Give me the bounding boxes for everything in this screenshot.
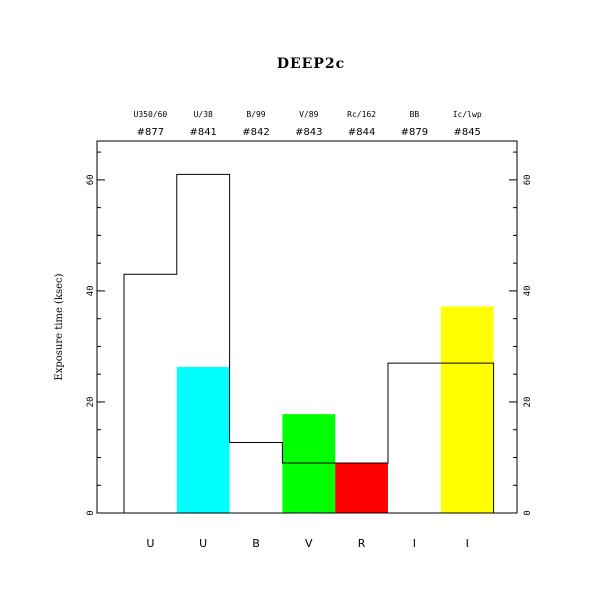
filled-bar-1 bbox=[176, 366, 230, 513]
filled-bars bbox=[176, 306, 494, 513]
filled-bar-3 bbox=[282, 414, 336, 513]
x-category-label: I bbox=[413, 537, 416, 550]
filter-number: #845 bbox=[453, 127, 480, 138]
plot-frame bbox=[96, 140, 518, 514]
filter-label: U350/60 bbox=[134, 110, 168, 119]
filter-label: BB bbox=[410, 110, 420, 119]
outline-series-line bbox=[123, 173, 495, 513]
y-axis-label: Exposure time (ksec) bbox=[54, 273, 65, 380]
filter-label: U/38 bbox=[194, 110, 213, 119]
filter-number: #877 bbox=[137, 127, 164, 138]
y-tick-label-right: 0 bbox=[523, 510, 533, 515]
x-category-label: U bbox=[199, 537, 207, 550]
x-category-label: I bbox=[466, 537, 469, 550]
x-category-label: U bbox=[146, 537, 154, 550]
y-tick-label-right: 60 bbox=[523, 174, 533, 185]
y-tick-label-right: 40 bbox=[523, 285, 533, 296]
filter-label: Ic/lwp bbox=[453, 110, 482, 119]
filter-number: #844 bbox=[348, 127, 375, 138]
filter-label: B/99 bbox=[246, 110, 265, 119]
filter-number: #842 bbox=[242, 127, 269, 138]
y-tick-label-right: 20 bbox=[523, 397, 533, 408]
filter-label: Rc/162 bbox=[347, 110, 376, 119]
x-category-label: V bbox=[305, 537, 313, 550]
filter-number: #843 bbox=[295, 127, 322, 138]
filter-number: #879 bbox=[401, 127, 428, 138]
outline-bars bbox=[123, 173, 495, 513]
filter-labels: U350/60 #877 U/38 #841 B/99 #842 V/89 #843 Rc/16… bbox=[134, 110, 482, 138]
y-tick-label-left: 60 bbox=[86, 174, 96, 185]
filled-bar-6 bbox=[440, 306, 494, 513]
filled-bar-4 bbox=[335, 463, 388, 513]
x-category-label: R bbox=[358, 537, 366, 550]
filter-label: V/89 bbox=[299, 110, 318, 119]
filter-number: #841 bbox=[189, 127, 216, 138]
y-tick-label-left: 20 bbox=[86, 397, 96, 408]
chart-title: DEEP2c bbox=[277, 56, 345, 72]
y-tick-label-left: 0 bbox=[86, 510, 96, 515]
axis-ticks: 0 0 20 20 40 40 60 60 bbox=[86, 151, 533, 516]
x-category-label: B bbox=[252, 537, 260, 550]
y-tick-label-left: 40 bbox=[86, 285, 96, 296]
